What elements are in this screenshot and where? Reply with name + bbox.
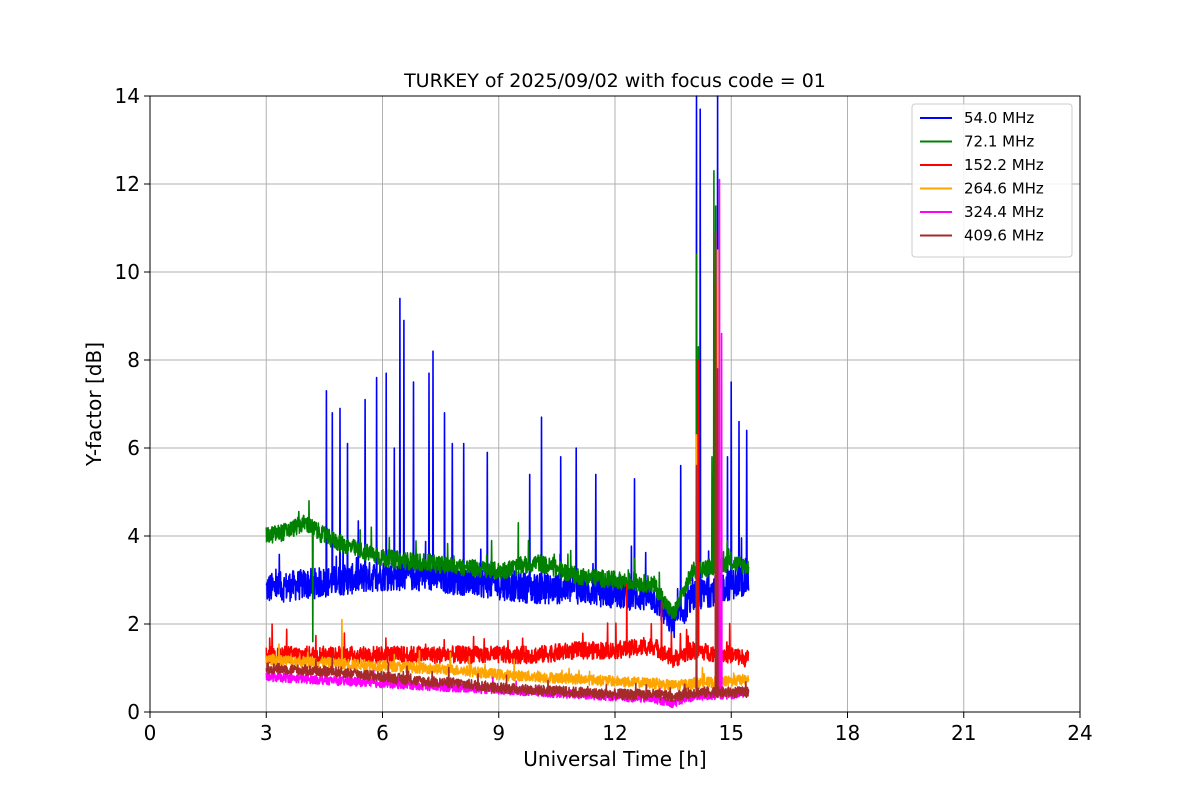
x-axis-label: Universal Time [h] [523, 747, 706, 771]
x-tick-label: 12 [602, 721, 627, 745]
x-axis-ticks: 0 3 6 9 12 15 18 21 24 [144, 712, 1093, 745]
x-tick-label: 6 [376, 721, 389, 745]
legend-label-5: 409.6 MHz [964, 227, 1044, 245]
y-tick-label: 8 [127, 348, 140, 372]
y-tick-label: 6 [127, 436, 140, 460]
legend-label-2: 152.2 MHz [964, 156, 1044, 174]
y-tick-label: 14 [115, 84, 140, 108]
x-tick-label: 15 [719, 721, 744, 745]
series-line-1 [265, 170, 750, 643]
y-tick-label: 10 [115, 260, 140, 284]
series-layer [265, 95, 750, 709]
x-tick-label: 3 [260, 721, 273, 745]
y-tick-label: 4 [127, 524, 140, 548]
x-tick-label: 21 [951, 721, 976, 745]
legend: 54.0 MHz 72.1 MHz 152.2 MHz 264.6 MHz 32… [911, 103, 1073, 258]
series-line-2 [265, 236, 750, 668]
y-tick-label: 0 [127, 700, 140, 724]
legend-label-3: 264.6 MHz [964, 180, 1044, 198]
y-tick-label: 2 [127, 612, 140, 636]
legend-label-0: 54.0 MHz [964, 109, 1034, 127]
y-axis-label: Y-factor [dB] [82, 342, 106, 467]
series-line-3 [265, 249, 750, 691]
y-tick-label: 12 [115, 172, 140, 196]
y-axis-ticks: 0 2 4 6 8 10 12 14 [115, 84, 150, 724]
x-tick-label: 24 [1067, 721, 1092, 745]
legend-label-1: 72.1 MHz [964, 133, 1034, 151]
chart-title: TURKEY of 2025/09/02 with focus code = 0… [403, 70, 826, 92]
x-tick-label: 9 [492, 721, 505, 745]
x-tick-label: 0 [144, 721, 157, 745]
series-line-5 [265, 231, 750, 703]
legend-label-4: 324.4 MHz [964, 203, 1044, 221]
x-tick-label: 18 [835, 721, 860, 745]
